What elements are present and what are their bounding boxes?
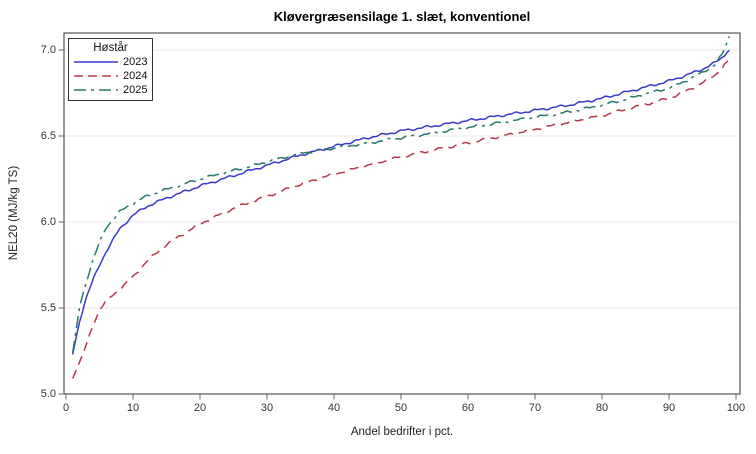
- x-tick-label: 90: [662, 402, 676, 414]
- legend-label: 2024: [123, 70, 148, 82]
- x-tick-label: 60: [461, 402, 475, 414]
- x-tick-label: 70: [528, 402, 542, 414]
- x-tick-label: 10: [126, 402, 140, 414]
- y-axis-title: NEL20 (MJ/kg TS): [8, 165, 20, 261]
- y-tick-label: 6.5: [40, 129, 56, 142]
- legend-swatch-line: [74, 61, 118, 63]
- chart-title: Kløvergræsensilage 1. slæt, konventionel: [273, 9, 531, 24]
- x-tick-label: 50: [394, 402, 408, 414]
- x-tick-label: 20: [193, 402, 207, 414]
- plot-border: [63, 32, 741, 395]
- series-line-2025: [71, 36, 731, 353]
- legend-label: 2023: [123, 56, 148, 68]
- legend-rows: 2023 2024 2025: [69, 55, 152, 97]
- y-tick-label: 5.5: [40, 301, 56, 314]
- legend-item-2025: 2025: [69, 83, 152, 97]
- legend-swatch-line: [74, 75, 118, 77]
- series-line-2024: [72, 58, 730, 379]
- y-tick-label: 5.0: [40, 387, 56, 400]
- series-line-2023: [71, 49, 730, 355]
- x-tick-label: 100: [726, 402, 746, 414]
- x-axis-title: Andel bedrifter i pct.: [350, 426, 454, 438]
- legend-title: Høstår: [93, 42, 128, 54]
- legend-swatch-line: [74, 89, 118, 91]
- x-tick-label: 30: [260, 402, 274, 414]
- legend-item-2023: 2023: [69, 55, 152, 69]
- x-tick-label: 40: [327, 402, 341, 414]
- legend-label: 2025: [123, 84, 148, 96]
- legend: Høstår 2023 2024 2025: [68, 38, 153, 101]
- y-tick-label: 6.0: [40, 215, 56, 228]
- x-tick-label: 80: [595, 402, 609, 414]
- y-tick-label: 7.0: [40, 43, 56, 56]
- x-tick-label: 0: [62, 402, 70, 414]
- legend-item-2024: 2024: [69, 69, 152, 83]
